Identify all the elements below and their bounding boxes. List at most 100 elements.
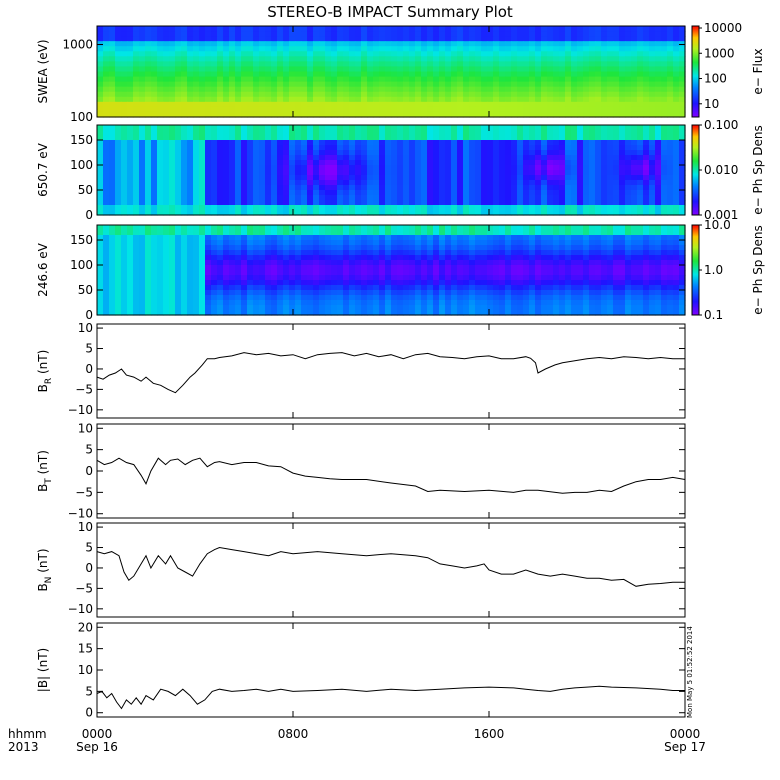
heatmap-cell xyxy=(175,111,182,118)
heatmap-cell xyxy=(487,160,494,166)
heatmap-cell xyxy=(391,81,398,88)
heatmap-cell xyxy=(445,41,452,47)
heatmap-cell xyxy=(415,125,422,131)
heatmap-cell xyxy=(241,270,248,276)
heatmap-cell xyxy=(247,56,254,62)
heatmap-cell xyxy=(493,190,500,196)
heatmap-cell xyxy=(409,130,416,136)
heatmap-cell xyxy=(637,101,644,108)
heatmap-cell xyxy=(307,185,314,191)
heatmap-cell xyxy=(421,101,428,108)
heatmap-cell xyxy=(139,210,146,216)
heatmap-cell xyxy=(175,145,182,151)
heatmap-cell xyxy=(403,26,410,32)
heatmap-cell xyxy=(559,230,566,236)
heatmap-cell xyxy=(619,200,626,206)
heatmap-cell xyxy=(265,56,272,62)
heatmap-cell xyxy=(613,96,620,103)
heatmap-cell xyxy=(571,285,578,291)
heatmap-cell xyxy=(289,230,296,236)
heatmap-cell xyxy=(493,255,500,261)
heatmap-cell xyxy=(505,245,512,251)
heatmap-cell xyxy=(679,160,686,166)
heatmap-cell xyxy=(289,260,296,266)
heatmap-cell xyxy=(409,56,416,62)
heatmap-cell xyxy=(199,31,206,37)
heatmap-cell xyxy=(295,31,302,37)
heatmap-cell xyxy=(583,111,590,118)
heatmap-cell xyxy=(457,290,464,296)
heatmap-cell xyxy=(109,140,116,146)
heatmap-cell xyxy=(139,205,146,211)
heatmap-cell xyxy=(445,96,452,103)
heatmap-cell xyxy=(559,125,566,131)
heatmap-cell xyxy=(283,106,290,113)
heatmap-cell xyxy=(553,111,560,118)
heatmap-cell xyxy=(583,56,590,62)
heatmap-cell xyxy=(457,140,464,146)
heatmap-cell xyxy=(151,290,158,296)
heatmap-cell xyxy=(103,81,110,88)
heatmap-cell xyxy=(151,255,158,261)
heatmap-cell xyxy=(535,195,542,201)
heatmap-cell xyxy=(97,180,104,186)
heatmap-cell xyxy=(133,195,140,201)
heatmap-cell xyxy=(607,165,614,171)
heatmap-cell xyxy=(523,31,530,37)
heatmap-cell xyxy=(325,275,332,281)
heatmap-cell xyxy=(337,235,344,241)
heatmap-cell xyxy=(109,270,116,276)
heatmap-cell xyxy=(265,71,272,78)
heatmap-cell xyxy=(361,51,368,57)
heatmap-cell xyxy=(631,270,638,276)
heatmap-cell xyxy=(169,56,176,62)
heatmap-cell xyxy=(601,290,608,296)
heatmap-cell xyxy=(469,46,476,52)
heatmap-cell xyxy=(571,145,578,151)
heatmap-cell xyxy=(541,101,548,108)
heatmap-cell xyxy=(229,66,236,73)
heatmap-cell xyxy=(277,160,284,166)
heatmap-cell xyxy=(667,36,674,42)
heatmap-cell xyxy=(679,235,686,241)
heatmap-cell xyxy=(313,81,320,88)
heatmap-cell xyxy=(205,66,212,73)
heatmap-cell xyxy=(367,86,374,93)
heatmap-cell xyxy=(241,165,248,171)
heatmap-cell xyxy=(289,135,296,141)
heatmap-cell xyxy=(463,26,470,32)
heatmap-cell xyxy=(217,270,224,276)
heatmap-cell xyxy=(127,96,134,103)
heatmap-cell xyxy=(223,255,230,261)
heatmap-cell xyxy=(679,210,686,216)
heatmap-cell xyxy=(109,185,116,191)
heatmap-cell xyxy=(505,130,512,136)
heatmap-cell xyxy=(529,81,536,88)
heatmap-cell xyxy=(307,165,314,171)
heatmap-cell xyxy=(469,245,476,251)
heatmap-cell xyxy=(559,285,566,291)
heatmap-cell xyxy=(343,56,350,62)
heatmap-cell xyxy=(481,125,488,131)
heatmap-cell xyxy=(121,180,128,186)
heatmap-cell xyxy=(523,76,530,83)
heatmap-cell xyxy=(187,130,194,136)
heatmap-cell xyxy=(379,225,386,231)
heatmap-cell xyxy=(433,195,440,201)
heatmap-cell xyxy=(559,145,566,151)
heatmap-cell xyxy=(223,51,230,57)
heatmap-cell xyxy=(283,245,290,251)
heatmap-cell xyxy=(325,290,332,296)
heatmap-cell xyxy=(631,135,638,141)
heatmap-cell xyxy=(241,61,248,68)
heatmap-cell xyxy=(349,210,356,216)
heatmap-cell xyxy=(391,101,398,108)
heatmap-cell xyxy=(103,290,110,296)
heatmap-cell xyxy=(427,250,434,256)
heatmap-cell xyxy=(649,275,656,281)
heatmap-cell xyxy=(361,71,368,78)
heatmap-cell xyxy=(265,150,272,156)
heatmap-cell xyxy=(247,41,254,47)
heatmap-cell xyxy=(427,285,434,291)
heatmap-cell xyxy=(313,140,320,146)
